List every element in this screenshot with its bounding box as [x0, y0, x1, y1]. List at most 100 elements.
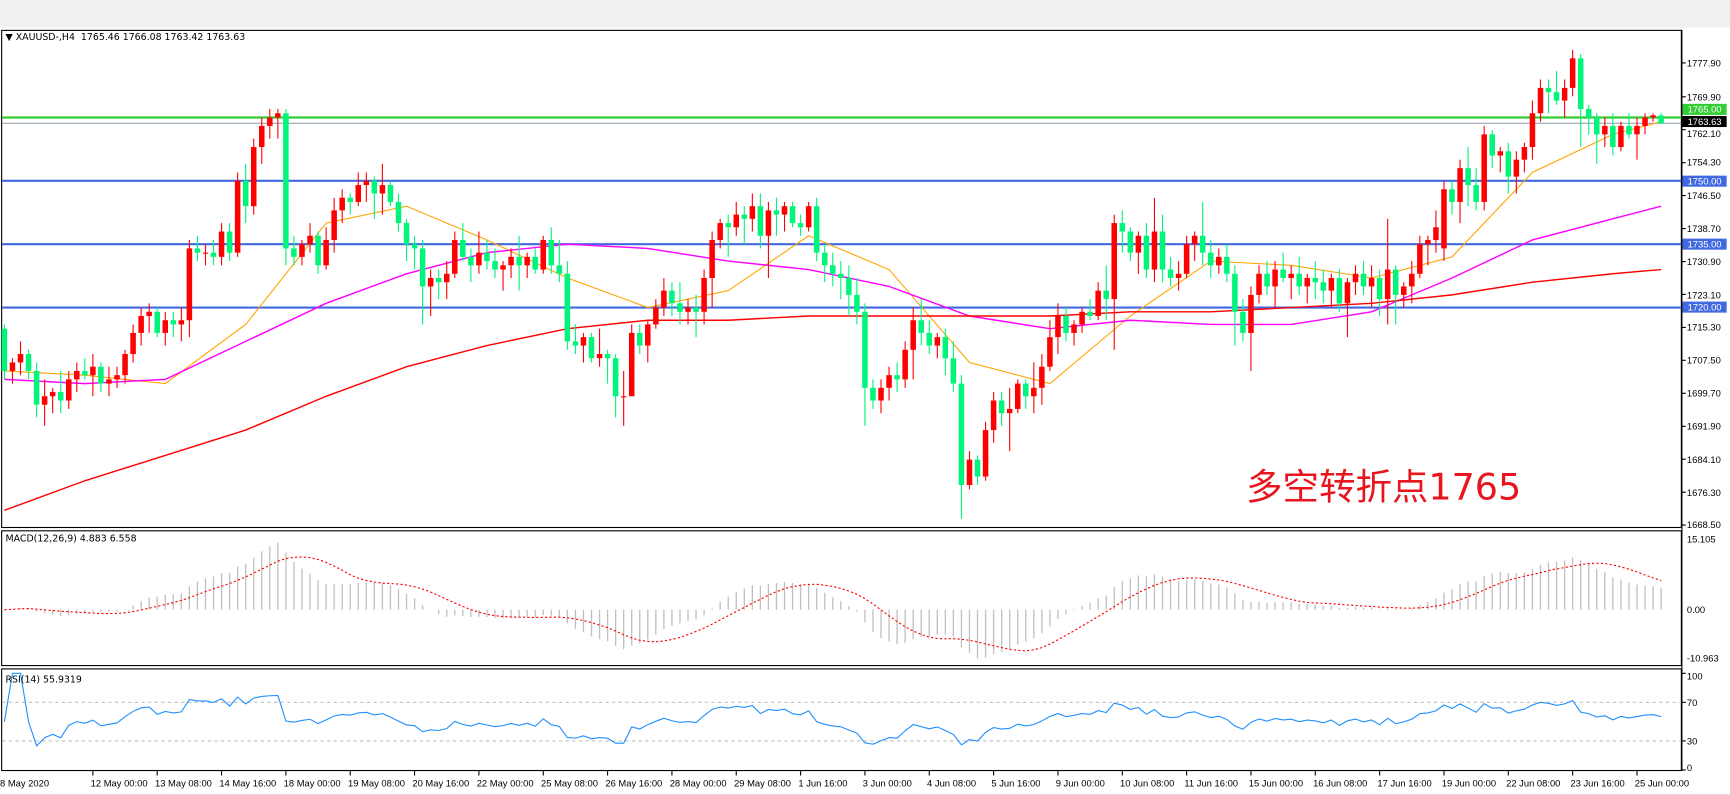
candle-body — [1304, 277, 1311, 287]
candle — [1151, 197, 1158, 283]
candle — [178, 307, 185, 342]
candle — [1376, 269, 1383, 317]
candle-body — [773, 210, 780, 215]
candle — [234, 172, 241, 257]
candle-body — [1079, 311, 1085, 325]
candle-body — [1296, 273, 1302, 287]
time-axis-label: 14 May 16:00 — [219, 777, 277, 789]
candle-body — [1288, 273, 1294, 278]
candle — [564, 261, 571, 350]
rsi-axis-label: 0 — [1686, 762, 1693, 774]
candle — [781, 201, 788, 232]
candle-body — [371, 180, 378, 194]
candle-body — [347, 197, 353, 202]
candle-body — [1602, 125, 1608, 135]
candle-body — [1264, 273, 1270, 287]
candle — [1368, 265, 1375, 308]
time-axis-label: 1 Jun 16:00 — [798, 777, 848, 789]
candle — [1216, 248, 1222, 274]
candle — [669, 282, 675, 317]
candle — [1521, 142, 1528, 173]
macd-axis-label: 0.00 — [1686, 604, 1706, 616]
candle — [1352, 265, 1359, 295]
candle-body — [966, 459, 973, 485]
candle — [1280, 252, 1286, 283]
candle — [1159, 214, 1166, 283]
candle — [74, 362, 80, 393]
candle-body — [1014, 383, 1021, 409]
toolbar-background — [0, 0, 1730, 28]
candle-body — [805, 206, 812, 228]
rsi-line — [3, 672, 1662, 747]
candle — [1384, 218, 1391, 325]
time-axis-label: 5 Jun 16:00 — [991, 777, 1041, 789]
time-axis-label: 11 Jun 16:00 — [1184, 777, 1239, 789]
time-axis-label: 18 May 00:00 — [283, 777, 341, 789]
candle-body — [862, 311, 868, 388]
candle-body — [1280, 269, 1286, 278]
price-axis-label: 1676.30 — [1686, 486, 1721, 498]
candle — [1296, 256, 1302, 295]
candle — [476, 231, 482, 274]
candle — [49, 387, 56, 414]
candle-body — [162, 320, 169, 333]
candle — [1111, 214, 1118, 350]
candle — [1328, 273, 1335, 308]
candle-body — [138, 316, 144, 333]
candle — [1465, 147, 1471, 207]
candle-body — [1087, 311, 1093, 317]
candle-body — [1417, 244, 1423, 274]
candle-body — [572, 341, 579, 346]
time-axis-label: 8 May 2020 — [0, 777, 50, 789]
candle-body — [661, 290, 667, 308]
candle — [1143, 223, 1150, 278]
candle — [1103, 265, 1109, 321]
time-axis-label: 9 Jun 00:00 — [1055, 777, 1105, 789]
candle-body — [1063, 316, 1069, 333]
candle — [580, 332, 587, 363]
candle-body — [1594, 117, 1600, 135]
candle — [291, 235, 297, 266]
candle-body — [604, 354, 611, 359]
candle-body — [194, 248, 201, 253]
candle — [122, 349, 128, 384]
candle-body — [299, 244, 305, 257]
candle-body — [1489, 134, 1495, 156]
candle — [572, 324, 579, 355]
candle — [1, 324, 8, 380]
candle — [805, 201, 812, 232]
candle-body — [387, 185, 394, 202]
candle-body — [1031, 387, 1037, 397]
candle-body — [757, 206, 764, 236]
candle-body — [242, 180, 249, 207]
price-axis-label: 1707.50 — [1686, 354, 1721, 366]
candle-body — [283, 113, 289, 249]
candle — [65, 370, 72, 409]
candle-body — [765, 210, 772, 236]
candle — [347, 193, 353, 215]
candle — [1087, 299, 1093, 321]
candle — [1561, 79, 1568, 118]
candle — [1288, 265, 1294, 300]
rsi-title: RSI(14) 55.9319 — [5, 674, 82, 687]
candle — [1063, 307, 1069, 342]
time-axis-label: 23 Jun 16:00 — [1570, 777, 1625, 789]
ohlc-values: 1765.46 1766.08 1763.42 1763.63 — [80, 32, 246, 44]
collapse-triangle-icon[interactable]: ▼ — [5, 32, 16, 44]
candle-body — [813, 206, 820, 253]
candle-body — [1658, 115, 1664, 124]
candle-body — [1585, 109, 1592, 118]
time-axis-label: 16 Jun 08:00 — [1313, 777, 1368, 789]
candle — [1183, 235, 1190, 278]
candle-body — [1409, 273, 1415, 287]
candle — [1119, 210, 1126, 253]
candle — [460, 223, 466, 262]
price-axis-label: 1691.90 — [1686, 420, 1721, 432]
candle — [789, 201, 796, 228]
candle — [452, 231, 458, 278]
candle — [854, 277, 860, 325]
annotation-text[interactable]: 多空转折点1765 — [1246, 465, 1522, 509]
rsi-axis-label: 30 — [1686, 735, 1698, 747]
